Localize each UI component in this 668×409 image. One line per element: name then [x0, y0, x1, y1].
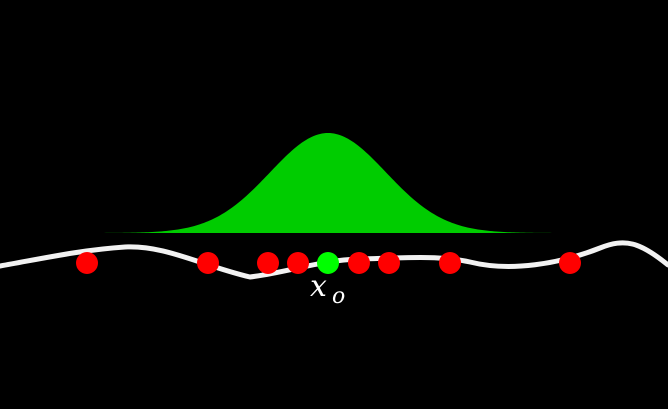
- sample-point: [439, 252, 461, 274]
- center-point: [317, 252, 339, 274]
- gaussian-bell: [40, 133, 620, 233]
- sample-point: [559, 252, 581, 274]
- sample-point: [76, 252, 98, 274]
- center-label-main: x: [310, 269, 327, 304]
- sample-point: [197, 252, 219, 274]
- sample-point: [378, 252, 400, 274]
- sample-point: [287, 252, 309, 274]
- sample-point: [348, 252, 370, 274]
- sample-point: [257, 252, 279, 274]
- center-label-subscript: o: [332, 284, 345, 309]
